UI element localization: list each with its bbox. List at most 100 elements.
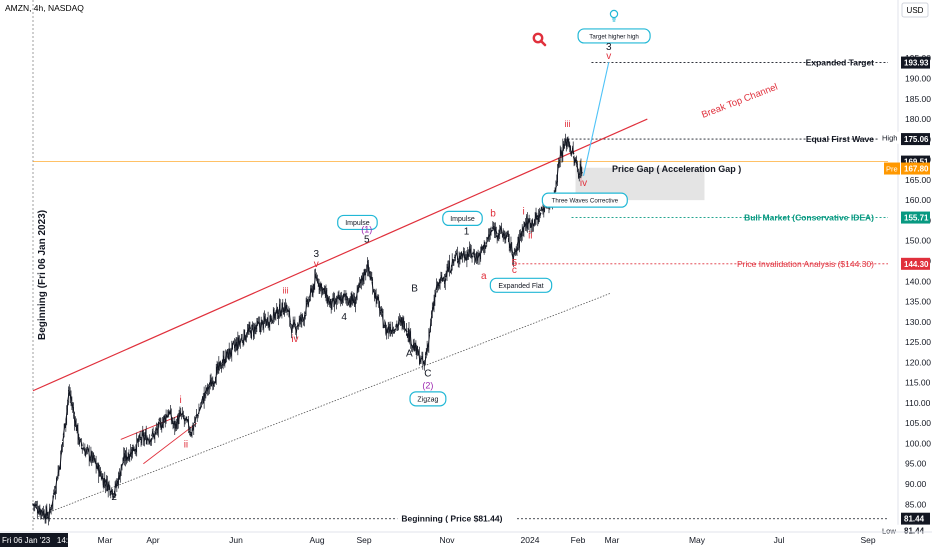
channel-upper-line [32, 118, 648, 392]
candle-body [119, 471, 122, 480]
candle-body [224, 351, 227, 363]
candle-body [288, 310, 291, 323]
candle-body [419, 357, 423, 363]
candle-body [510, 243, 514, 253]
candle-body [476, 255, 480, 261]
price-label-box [901, 56, 930, 69]
time-axis[interactable]: Mar Apr Jun Aug Sep Nov 2024 Feb Mar May Jul Sep [0, 531, 932, 545]
candle-body [157, 421, 160, 434]
price-label-box [901, 162, 930, 175]
candle-body [71, 406, 74, 409]
wave-label: 3 [313, 249, 319, 260]
wave-label: 4 [341, 312, 347, 323]
price-label: 169.51 [904, 158, 929, 167]
candle-body [333, 298, 336, 306]
price-label-box [901, 133, 930, 146]
candle-body [527, 220, 530, 227]
candle-body [368, 269, 371, 274]
candle-body [336, 296, 339, 301]
candle-body [79, 438, 82, 441]
candle-body [518, 233, 521, 249]
price-label-box [901, 512, 930, 525]
candle-body [166, 413, 170, 418]
candle-body [432, 299, 436, 309]
candle-body [496, 234, 500, 239]
candle-body [171, 422, 175, 425]
candle-body [255, 321, 259, 328]
callout-bubble [337, 214, 378, 231]
candle-body [437, 282, 440, 289]
price-tag-label: Low [882, 527, 896, 536]
wave-label: iii [565, 119, 571, 129]
price-tick-label: 150.00 [905, 236, 931, 246]
candle-body [315, 276, 318, 280]
time-tick-label: Jun [229, 535, 243, 545]
chart-title: AMZN, 4h, NASDAQ [5, 3, 84, 13]
candle-body [69, 394, 73, 401]
candle-body [230, 343, 233, 356]
wave-label: C [424, 369, 431, 380]
callout-bubble [489, 277, 553, 293]
candle-body [314, 274, 317, 277]
time-tick-label: May [689, 535, 706, 545]
price-label: 167.80 [904, 165, 929, 174]
candle-body [185, 419, 188, 422]
candle-body [428, 330, 431, 334]
price-tick-label: 95.00 [905, 459, 927, 469]
candle-body [143, 437, 146, 442]
candle-body [93, 457, 96, 460]
candle-body [453, 256, 456, 259]
candle-body [239, 340, 242, 344]
price-tick-label: 85.00 [905, 499, 927, 509]
price-gap-label: Price Gap ( Acceleration Gap ) [612, 164, 741, 174]
candle-body [99, 469, 102, 475]
price-tick-label: 130.00 [905, 317, 931, 327]
candle-body [452, 259, 456, 264]
candle-body [556, 165, 559, 181]
candle-body [207, 386, 210, 390]
currency-button[interactable]: USD [901, 2, 929, 18]
candle-body [364, 271, 367, 275]
wave-label: 1 [464, 227, 470, 238]
candle-body [34, 503, 37, 507]
candle-body [565, 139, 569, 145]
candle-body [223, 362, 226, 365]
price-tick-label: 185.00 [905, 94, 931, 104]
candle-body [211, 381, 214, 387]
candle-body [113, 493, 116, 496]
candle-body [197, 409, 201, 415]
wave-label: c [512, 265, 517, 276]
candle-body [394, 328, 397, 332]
price-label-box [901, 257, 930, 270]
candle-body [148, 438, 151, 444]
candle-body [454, 254, 457, 257]
candle-body [119, 464, 123, 473]
candle-body [281, 304, 284, 313]
callout-bubble [442, 210, 483, 227]
candle-body [195, 414, 198, 417]
callout-text: Impulse [450, 216, 475, 223]
candle-body [221, 363, 224, 367]
candle-body [85, 448, 88, 451]
candle-body [424, 356, 427, 364]
candle-body [277, 315, 280, 320]
candle-body [184, 416, 188, 421]
callout-bubble [577, 28, 651, 44]
candle-body [88, 458, 92, 462]
price-tag-box [884, 162, 900, 175]
candle-body [483, 242, 487, 249]
search-icon[interactable] [532, 32, 547, 47]
candle-body [170, 417, 174, 423]
candle-body [62, 425, 66, 436]
candle-body [357, 284, 360, 288]
price-axis[interactable]: 85.00 90.00 95.00 100.00 105.00 110.00 115.00 1… [878, 0, 931, 537]
crosshair-time-text: Fri 06 Jan '23 14:30 [2, 536, 77, 545]
candle-body [513, 251, 516, 255]
callout-text: Three Waves Corrective [552, 198, 619, 205]
candle-body [309, 288, 312, 298]
candle-body [200, 400, 203, 404]
candle-body [402, 318, 405, 329]
candle-body [344, 294, 348, 298]
candle-body [228, 350, 232, 355]
